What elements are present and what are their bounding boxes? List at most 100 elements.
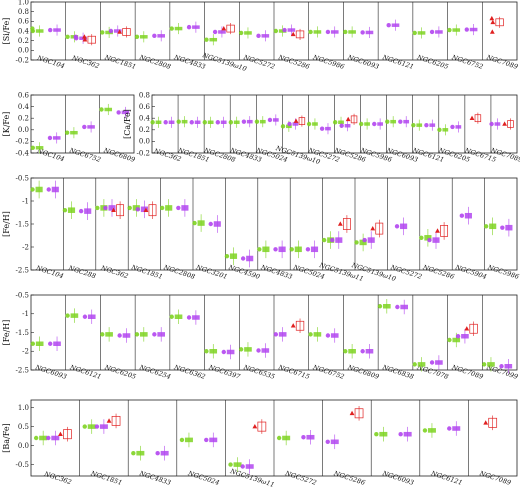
point-g — [134, 34, 140, 39]
category-label: NGC6093 — [346, 53, 380, 71]
point-r — [58, 431, 63, 436]
point-r — [293, 118, 299, 123]
point-p — [362, 237, 367, 243]
point-r — [464, 326, 470, 331]
point-g — [179, 437, 185, 443]
category-label: NGC5904 — [453, 263, 487, 281]
point-p — [450, 124, 455, 130]
category-label: NGC7089 — [450, 363, 484, 381]
point-g — [257, 247, 262, 252]
category-label: NGC5286 — [276, 53, 310, 71]
y-tick-label: -0.4 — [16, 149, 30, 157]
y-axis-label: [Ca/Fe] — [123, 109, 132, 139]
point-p — [221, 349, 226, 355]
category-label: NGC6397 — [207, 363, 242, 381]
point-p — [429, 360, 435, 365]
point-r — [111, 207, 116, 212]
point-p — [82, 314, 88, 319]
category-label: NGC5986 — [311, 53, 345, 71]
point-g — [306, 121, 312, 127]
point-g — [127, 205, 132, 211]
point-g — [419, 235, 424, 240]
y-tick-label: 0.4 — [18, 103, 30, 111]
category-label: NGC6205 — [103, 363, 137, 381]
category-label: NGC4590 — [227, 263, 261, 281]
y-tick-label: 0.2 — [18, 115, 29, 123]
point-r — [435, 228, 440, 233]
category-label: NGC5272 — [283, 469, 317, 487]
panel-5: [Ba/Fe] -0.5 0.0 0.5 1.0 NGC362 NGC1851 NGC4833… — [2, 399, 518, 489]
category-label: NGC6093 — [33, 363, 67, 381]
point-g — [308, 332, 313, 337]
point-p — [212, 29, 218, 35]
point-p — [176, 205, 181, 211]
point-g — [273, 28, 279, 34]
y-tick-label: 0.6 — [18, 91, 30, 99]
point-p — [398, 432, 403, 437]
category-label: NGC6121 — [429, 469, 463, 487]
point-p — [186, 315, 192, 320]
point-p — [386, 23, 391, 28]
point-g — [343, 349, 348, 354]
category-label: NGC5139ω11 — [228, 467, 275, 489]
point-g — [280, 124, 286, 129]
category-label: NGC104 — [34, 264, 64, 281]
point-p — [204, 437, 209, 443]
y-tick-label: -1.5 — [16, 220, 30, 228]
point-g — [150, 120, 155, 125]
y-axis-label: [Fe/H] — [2, 320, 11, 346]
point-g — [95, 205, 100, 211]
point-g — [308, 29, 313, 35]
point-p — [273, 247, 278, 252]
point-g — [62, 208, 68, 213]
category-label: NGC5286 — [421, 263, 455, 281]
point-p — [47, 135, 53, 141]
y-tick-label: 0.2 — [18, 37, 29, 45]
point-g — [343, 29, 348, 35]
point-g — [30, 145, 36, 150]
point-g — [134, 332, 140, 337]
point-r — [290, 31, 296, 37]
category-label: NGC6254 — [138, 363, 172, 381]
point-p — [287, 121, 292, 127]
point-r — [370, 226, 376, 231]
y-tick-label: -2 — [22, 243, 29, 251]
point-g — [411, 122, 416, 128]
point-p — [94, 424, 100, 429]
category-label: NGC5024 — [186, 469, 220, 487]
point-p — [78, 208, 84, 214]
point-p — [46, 435, 51, 441]
point-p — [48, 341, 53, 346]
point-p — [499, 364, 504, 369]
category-label: NGC288 — [67, 264, 97, 281]
y-tick-label: 0.0 — [18, 47, 29, 55]
point-p — [73, 34, 78, 39]
point-p — [240, 256, 246, 261]
point-p — [256, 33, 261, 39]
category-label: NGC4833 — [259, 263, 293, 281]
category-label: NGC6121 — [381, 53, 415, 71]
point-p — [339, 123, 344, 128]
point-g — [159, 205, 165, 211]
point-g — [238, 347, 244, 352]
y-tick-label: -2 — [22, 348, 29, 356]
point-g — [447, 27, 452, 33]
y-tick-label: 0.8 — [18, 8, 29, 16]
y-tick-label: 1.0 — [18, 404, 29, 412]
category-label: NGC6752 — [450, 53, 484, 71]
category-label: NGC5139ω10 — [201, 51, 248, 73]
point-g — [100, 332, 105, 337]
point-g — [412, 30, 417, 36]
point-r — [483, 420, 489, 425]
y-tick-label: 0.0 — [139, 138, 150, 146]
point-p — [464, 27, 469, 32]
point-p — [152, 332, 157, 337]
point-p — [155, 451, 160, 456]
y-tick-label: -0.2 — [137, 149, 151, 157]
point-g — [176, 119, 181, 124]
point-p — [319, 126, 325, 131]
y-tick-label: -1.5 — [16, 329, 30, 337]
y-tick-label: -1 — [22, 310, 29, 318]
